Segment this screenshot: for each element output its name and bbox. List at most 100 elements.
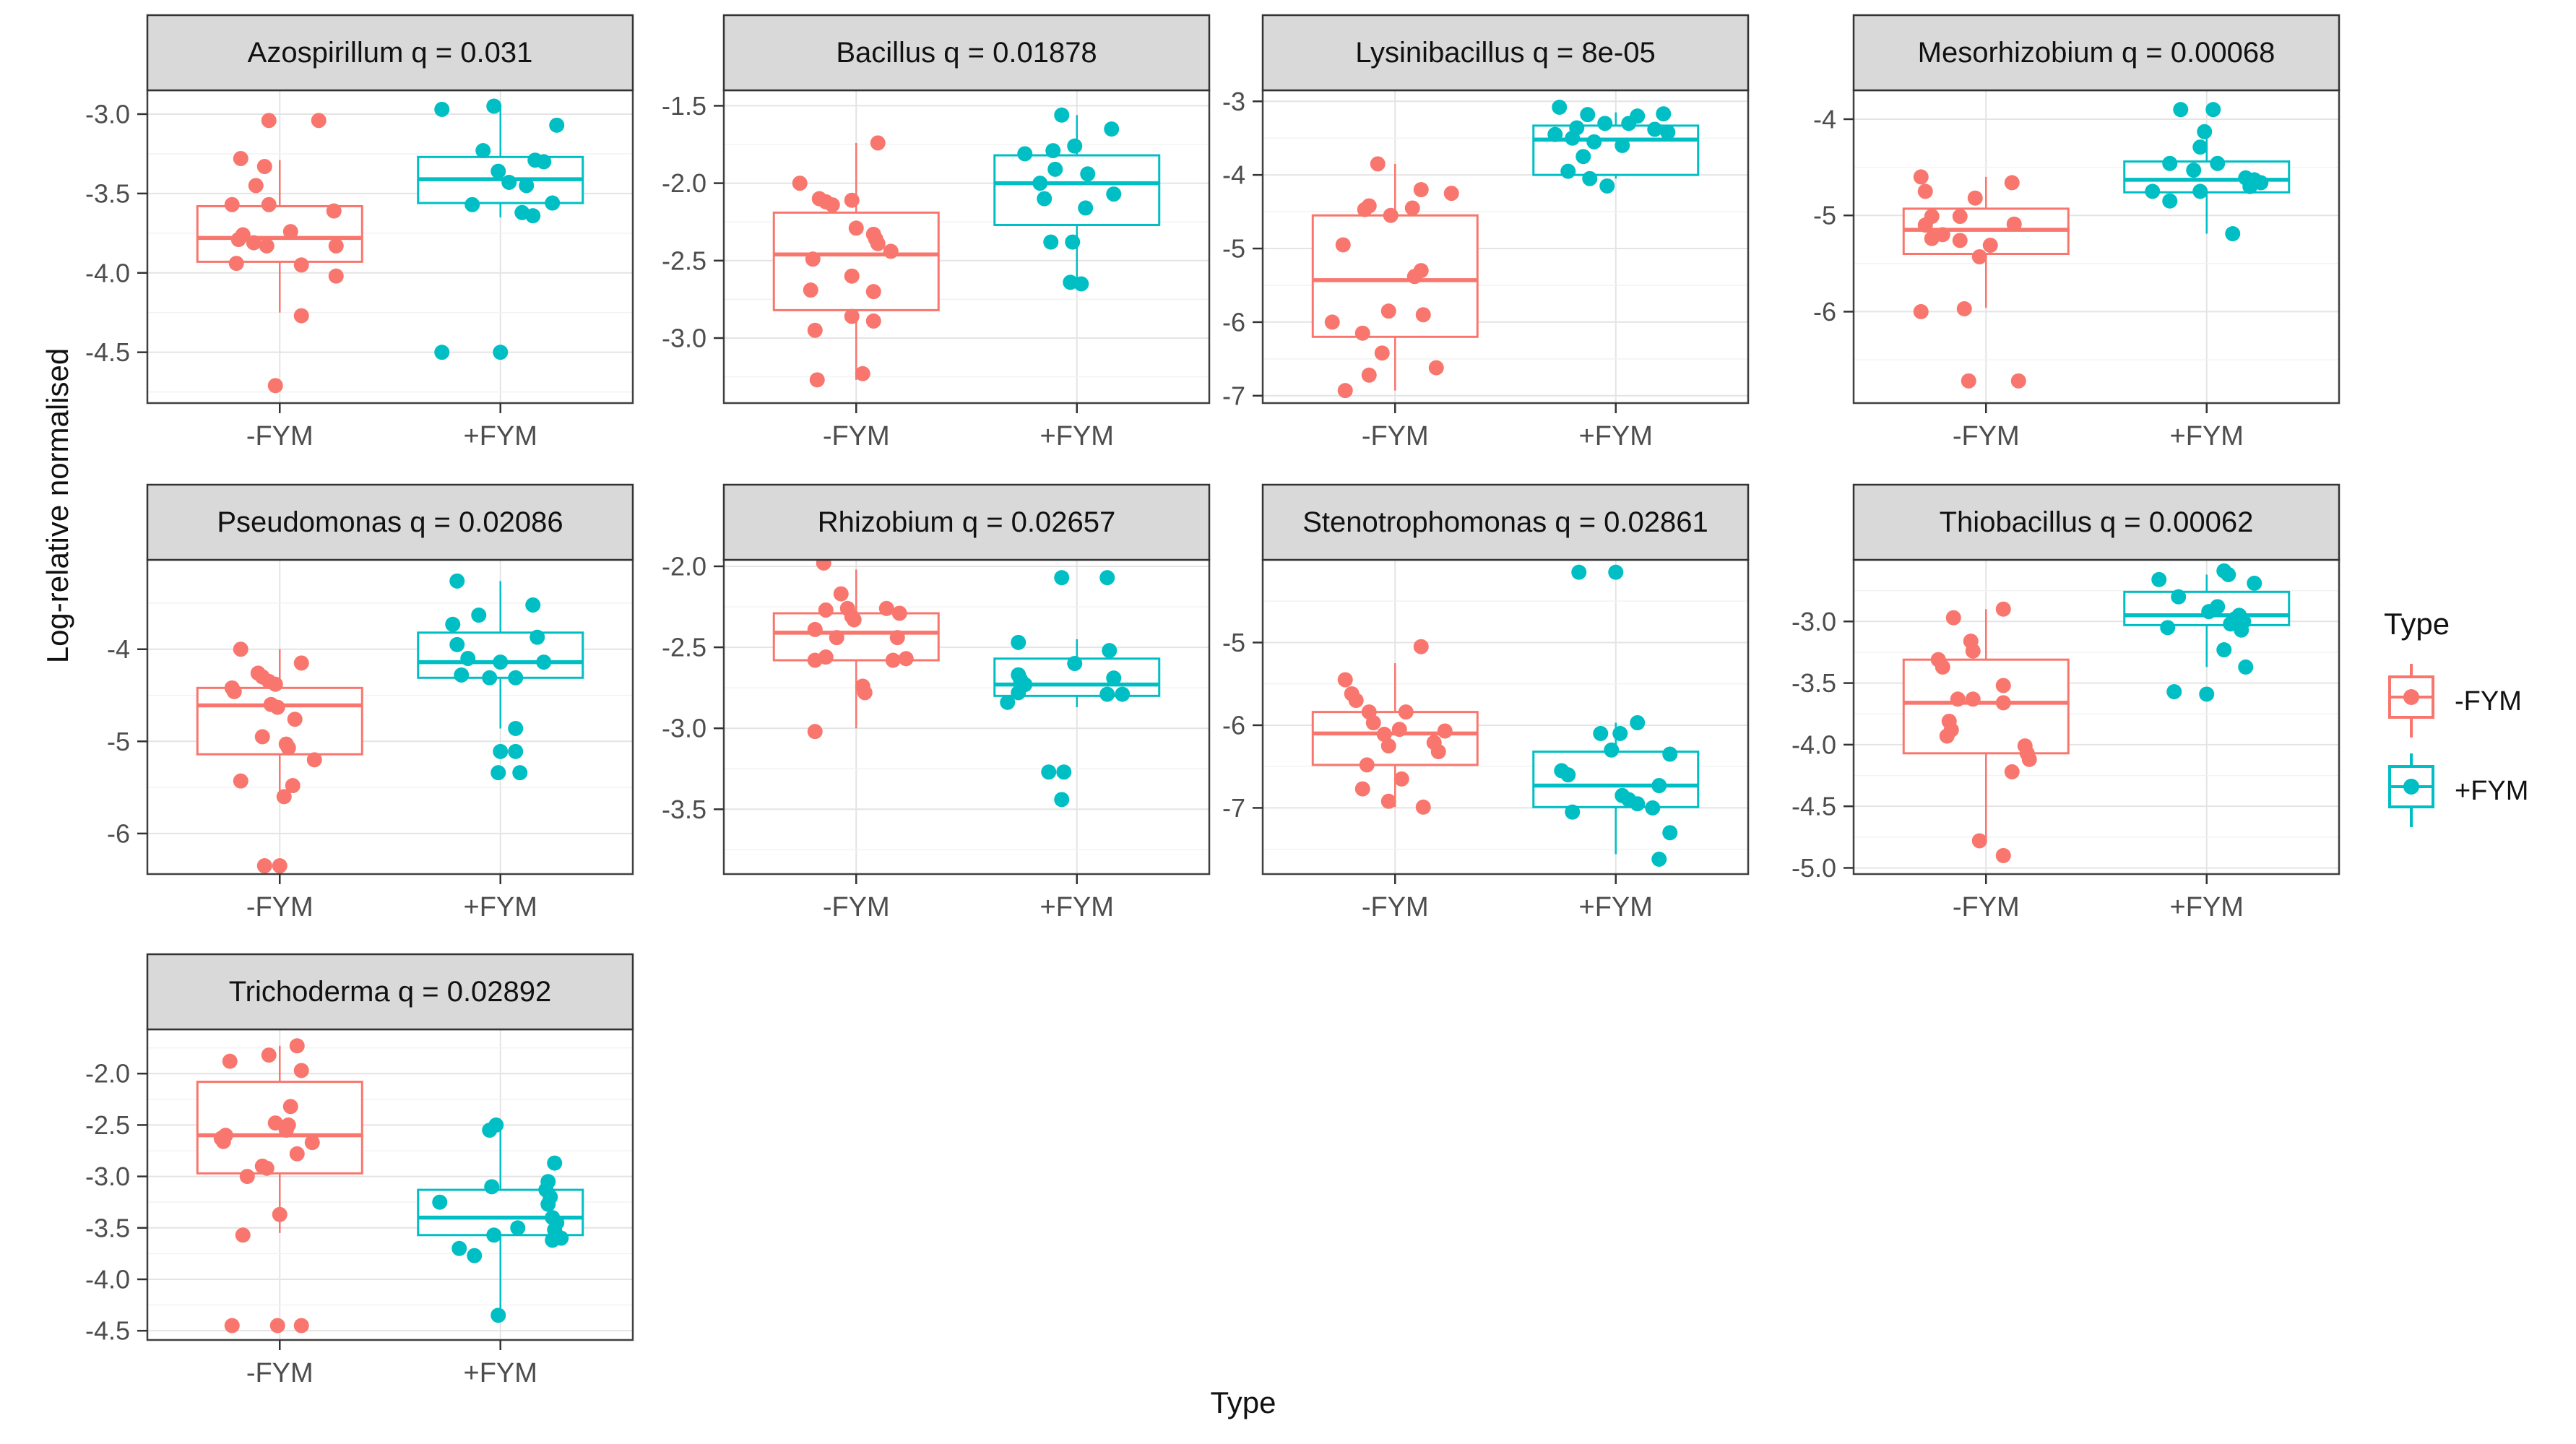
facet-lysinibacillus: -3 -4 -5 -6 -7 -FYM +FYM Lysinibacillus q = 8e-… (1222, 14, 1750, 451)
svg-text:-FYM: -FYM (246, 892, 314, 922)
jitter-points--fym (224, 113, 344, 394)
facet-pseudomonas: -4 -5 -6 -FYM +FYM Pseudomonas q = 0.02086 (107, 483, 634, 922)
facet-title: Bacillus q = 0.01878 (836, 37, 1097, 69)
svg-text:-3.0: -3.0 (85, 1162, 130, 1191)
svg-text:-6: -6 (1222, 307, 1245, 337)
svg-text:-4: -4 (107, 634, 130, 664)
boxplot-key-icon (2388, 753, 2434, 827)
svg-text:-3.0: -3.0 (85, 99, 130, 129)
jitter-points--fym (1337, 639, 1453, 815)
facet-title: Azospirillum q = 0.031 (248, 37, 533, 69)
jitter-points-+fym (1017, 107, 1122, 292)
jitter-points--fym (792, 135, 899, 388)
svg-text:-FYM: -FYM (246, 421, 314, 451)
svg-text:-3: -3 (1222, 87, 1245, 116)
svg-text:-3.5: -3.5 (662, 795, 706, 824)
y-axis-title: Log-relative normalised (40, 347, 74, 664)
svg-text:+FYM: +FYM (1579, 421, 1653, 451)
svg-text:-FYM: -FYM (246, 1358, 314, 1388)
jitter-points--fym (1930, 601, 2037, 863)
jitter-points-+fym (2145, 102, 2269, 242)
svg-text:+FYM: +FYM (1579, 892, 1653, 922)
facet-rhizobium: -2.0 -2.5 -3.0 -3.5 -FYM +FYM Rhizobium q = 0.… (662, 483, 1211, 922)
legend: Type -FYM +FYM (2384, 607, 2528, 841)
svg-text:-5: -5 (1222, 628, 1245, 657)
svg-text:+FYM: +FYM (2170, 892, 2244, 922)
jitter-points--fym (224, 641, 322, 874)
facet-title: Thiobacillus q = 0.00062 (1940, 506, 2254, 538)
svg-text:-3.0: -3.0 (662, 323, 706, 353)
svg-text:+FYM: +FYM (1040, 892, 1114, 922)
facet-title: Mesorhizobium q = 0.00068 (1918, 37, 2275, 69)
svg-text:-5: -5 (107, 727, 130, 756)
svg-text:-2.5: -2.5 (662, 633, 706, 662)
svg-text:-4.5: -4.5 (85, 337, 130, 367)
boxplot-+fym (993, 115, 1161, 284)
svg-text:-7: -7 (1222, 381, 1245, 410)
facet-bacillus: -1.5 -2.0 -2.5 -3.0 -FYM +FYM Bacillus q = 0.0… (662, 14, 1211, 451)
svg-text:-2.5: -2.5 (662, 246, 706, 275)
svg-text:+FYM: +FYM (464, 421, 537, 451)
facet-stenotrophomonas: -5 -6 -7 -FYM +FYM Stenotrophomonas q = 0.028… (1222, 483, 1750, 922)
legend-item-label: +FYM (2455, 775, 2529, 806)
facet-title: Stenotrophomonas q = 0.02861 (1302, 506, 1708, 538)
facet-trichoderma: -2.0 -2.5 -3.0 -3.5 -4.0 -4.5 -FYM +FYM Trichode… (85, 953, 634, 1388)
svg-text:-5.0: -5.0 (1791, 853, 1836, 883)
svg-text:-FYM: -FYM (823, 892, 890, 922)
svg-text:-3.0: -3.0 (1791, 607, 1836, 636)
svg-text:-2.0: -2.0 (662, 551, 706, 581)
svg-text:+FYM: +FYM (1040, 421, 1114, 451)
svg-text:-4.0: -4.0 (1791, 730, 1836, 759)
svg-text:-FYM: -FYM (1362, 892, 1429, 922)
facet-thiobacillus: -3.0 -3.5 -4.0 -4.5 -5.0 -FYM +FYM Thiobacillus… (1791, 483, 2341, 922)
svg-text:-5: -5 (1222, 234, 1245, 264)
legend-item-label: -FYM (2455, 686, 2522, 717)
svg-text:-2.5: -2.5 (85, 1110, 130, 1140)
facet-azospirillum: -3.0 -3.5 -4.0 -4.5 -FYM +FYM Azospirillum q =… (85, 14, 634, 451)
facet-title: Pseudomonas q = 0.02086 (217, 506, 563, 538)
x-axis-title: Type (1210, 1385, 1276, 1419)
facet-title: Rhizobium q = 0.02657 (818, 506, 1116, 538)
svg-text:-FYM: -FYM (1362, 421, 1429, 451)
svg-text:-FYM: -FYM (823, 421, 890, 451)
svg-text:+FYM: +FYM (464, 892, 537, 922)
jitter-points--fym (1913, 169, 2026, 389)
jitter-points-+fym (434, 98, 565, 360)
boxplot-key-icon (2388, 664, 2434, 738)
boxplot--fym (1311, 663, 1479, 808)
svg-text:-FYM: -FYM (1953, 421, 2020, 451)
facet-title: Lysinibacillus q = 8e-05 (1355, 37, 1655, 69)
jitter-points-+fym (1554, 564, 1678, 867)
svg-text:+FYM: +FYM (464, 1358, 537, 1388)
jitter-points-+fym (1547, 99, 1676, 194)
svg-text:-6: -6 (1813, 297, 1836, 327)
jitter-points--fym (807, 555, 914, 740)
jitter-points-+fym (2151, 563, 2262, 702)
boxplot--fym (1902, 609, 2070, 841)
svg-text:-3.5: -3.5 (85, 178, 130, 208)
svg-text:-7: -7 (1222, 793, 1245, 823)
legend-item-plus-fym: +FYM (2384, 751, 2528, 831)
svg-text:-4.0: -4.0 (85, 258, 130, 287)
jitter-points-+fym (432, 1117, 569, 1323)
svg-text:-4.0: -4.0 (85, 1264, 130, 1294)
jitter-points-+fym (1000, 570, 1131, 808)
jitter-points--fym (213, 1038, 320, 1333)
legend-item-minus-fym: -FYM (2384, 662, 2528, 741)
svg-text:-4.5: -4.5 (85, 1316, 130, 1346)
svg-text:-4.5: -4.5 (1791, 792, 1836, 821)
svg-text:-1.5: -1.5 (662, 91, 706, 121)
svg-text:-3.0: -3.0 (662, 714, 706, 743)
jitter-points--fym (1324, 156, 1459, 399)
svg-text:-4: -4 (1813, 104, 1836, 134)
svg-text:-4: -4 (1222, 160, 1245, 190)
boxplot-+fym (417, 105, 584, 217)
svg-text:-2.0: -2.0 (85, 1059, 130, 1089)
svg-text:-3.5: -3.5 (85, 1213, 130, 1242)
legend-title: Type (2384, 607, 2450, 641)
facet-mesorhizobium: -4 -5 -6 -FYM +FYM Mesorhizobium q = 0.00068 (1813, 14, 2341, 451)
jitter-points-+fym (445, 573, 552, 781)
svg-text:-5: -5 (1813, 201, 1836, 230)
